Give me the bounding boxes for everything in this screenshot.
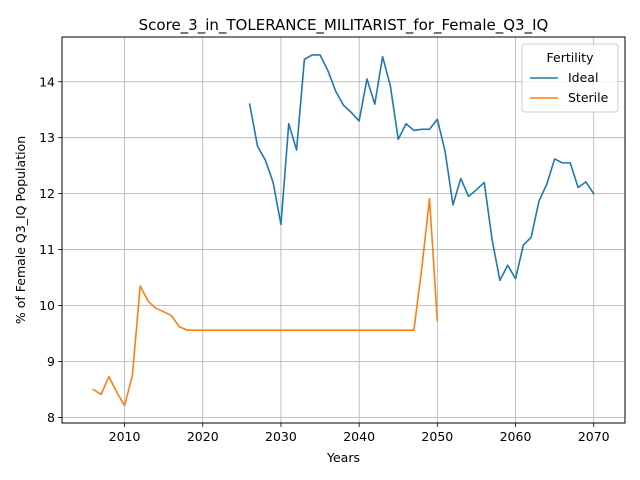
grid <box>62 37 625 423</box>
y-tick-label: 14 <box>39 74 55 89</box>
legend: Fertility Ideal Sterile <box>521 43 619 113</box>
x-tick-label: 2040 <box>343 429 375 444</box>
legend-title: Fertility <box>547 50 595 65</box>
x-axis-label: Years <box>326 450 360 465</box>
plot-frame <box>61 36 626 424</box>
series-line-sterile <box>92 197 439 407</box>
y-tick-label: 9 <box>47 354 55 369</box>
x-axis-ticks: 2010 2020 2030 2040 2050 2060 2070 <box>109 423 610 444</box>
y-tick-label: 11 <box>39 242 55 257</box>
x-tick-label: 2050 <box>421 429 453 444</box>
x-tick-label: 2020 <box>187 429 219 444</box>
series-line-ideal <box>248 54 595 282</box>
x-tick-label: 2010 <box>109 429 141 444</box>
y-tick-label: 10 <box>39 298 55 313</box>
legend-label-ideal: Ideal <box>568 70 598 85</box>
x-tick-label: 2070 <box>578 429 610 444</box>
chart-title: Score_3_in_TOLERANCE_MILITARIST_for_Fema… <box>139 16 549 35</box>
x-tick-label: 2060 <box>500 429 532 444</box>
legend-box <box>521 43 619 113</box>
y-tick-label: 8 <box>47 410 55 425</box>
y-axis-label: % of Female Q3_IQ Population <box>13 136 28 324</box>
y-tick-label: 13 <box>39 130 55 145</box>
y-tick-label: 12 <box>39 186 55 201</box>
x-tick-label: 2030 <box>265 429 297 444</box>
series-layer <box>92 54 595 407</box>
y-axis-ticks: 8 9 10 11 12 13 14 <box>39 74 62 425</box>
legend-label-sterile: Sterile <box>568 90 609 105</box>
